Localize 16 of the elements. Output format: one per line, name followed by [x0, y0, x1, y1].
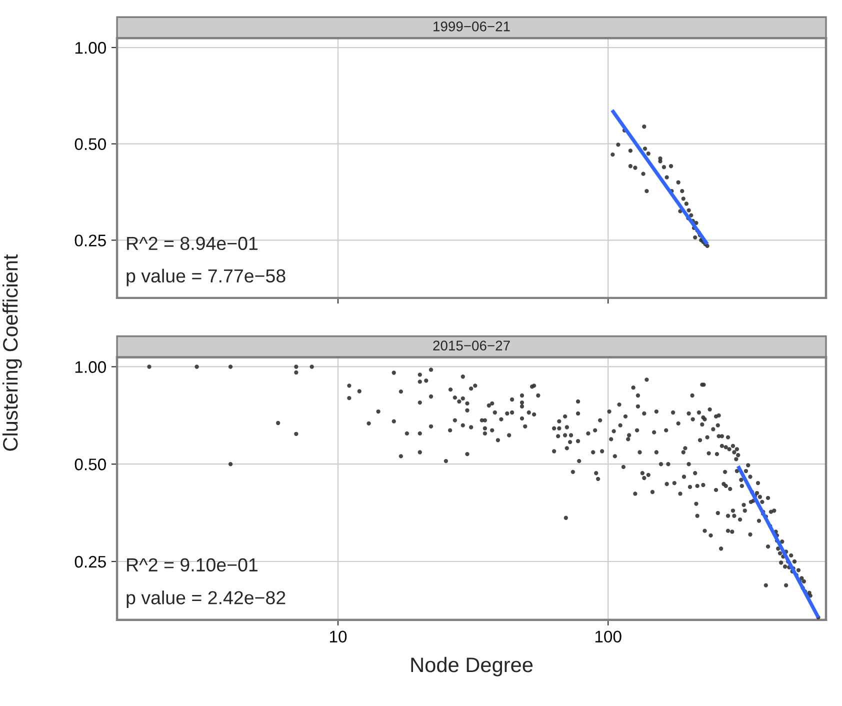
y-tick-label: 0.50 — [74, 458, 106, 470]
annotation: p value = 2.42e−82 — [126, 590, 286, 608]
x-axis-title: Node Degree — [411, 656, 533, 676]
y-tick-label: 0.25 — [74, 556, 106, 568]
y-axis-title: Clustering Coefficient — [2, 254, 22, 451]
y-tick-label: 0.25 — [74, 234, 106, 246]
y-tick-label: 0.50 — [74, 138, 106, 150]
annotation: R^2 = 9.10e−01 — [127, 558, 258, 572]
x-tick-label: 100 — [595, 630, 622, 643]
annotation: R^2 = 8.94e−01 — [127, 236, 258, 250]
y-tick-label: 1.00 — [75, 42, 106, 54]
chart-title: 2015−06−27 — [433, 340, 510, 350]
x-tick-label: 10 — [330, 630, 347, 643]
chart-title: 1999−06−21 — [434, 22, 510, 32]
y-tick-label: 1.00 — [75, 361, 106, 373]
annotation: p value = 7.77e−58 — [126, 268, 286, 286]
